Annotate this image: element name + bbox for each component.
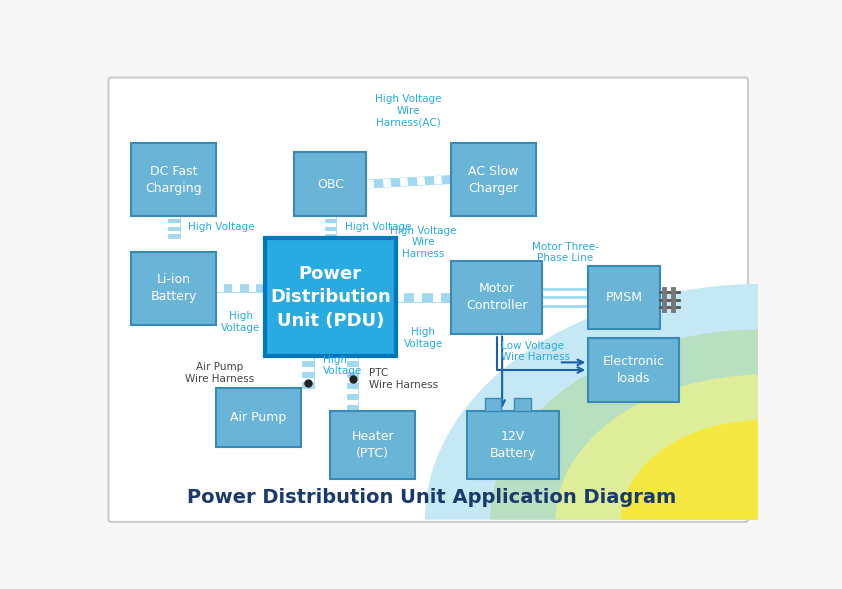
- Wedge shape: [621, 420, 765, 519]
- FancyBboxPatch shape: [514, 398, 530, 411]
- Text: PTC
Wire Harness: PTC Wire Harness: [369, 368, 438, 390]
- Text: Air Pump: Air Pump: [231, 411, 287, 424]
- Polygon shape: [302, 356, 314, 388]
- FancyBboxPatch shape: [131, 143, 216, 216]
- Text: Power
Distribution
Unit (PDU): Power Distribution Unit (PDU): [270, 265, 391, 330]
- Text: Air Pump
Wire Harness: Air Pump Wire Harness: [185, 362, 254, 383]
- FancyBboxPatch shape: [589, 266, 660, 329]
- Polygon shape: [417, 177, 425, 186]
- Text: Motor
Controller: Motor Controller: [466, 283, 528, 312]
- Polygon shape: [383, 178, 392, 187]
- Polygon shape: [168, 231, 179, 234]
- Text: DC Fast
Charging: DC Fast Charging: [146, 164, 202, 194]
- Text: High
Voltage: High Voltage: [404, 327, 443, 349]
- Polygon shape: [365, 180, 375, 188]
- FancyBboxPatch shape: [131, 252, 216, 325]
- Polygon shape: [347, 356, 359, 361]
- Polygon shape: [347, 389, 359, 394]
- Text: PMSM: PMSM: [605, 291, 642, 304]
- Text: High Voltage: High Voltage: [188, 222, 254, 232]
- Text: High
Voltage: High Voltage: [221, 311, 260, 333]
- Text: Power Distribution Unit Application Diagram: Power Distribution Unit Application Diag…: [187, 488, 676, 507]
- Polygon shape: [347, 400, 359, 405]
- Polygon shape: [324, 231, 336, 234]
- Polygon shape: [396, 293, 451, 302]
- Polygon shape: [347, 368, 359, 372]
- Text: Electronic
loads: Electronic loads: [603, 355, 664, 385]
- Polygon shape: [302, 367, 314, 372]
- Wedge shape: [556, 375, 765, 519]
- Polygon shape: [232, 284, 240, 293]
- Text: Motor Three-
Phase Line: Motor Three- Phase Line: [532, 242, 599, 263]
- FancyBboxPatch shape: [330, 411, 415, 479]
- Text: Li-ion
Battery: Li-ion Battery: [151, 273, 197, 303]
- Polygon shape: [302, 356, 314, 361]
- Polygon shape: [414, 293, 423, 302]
- Text: OBC: OBC: [317, 177, 344, 191]
- Wedge shape: [425, 284, 765, 519]
- Polygon shape: [302, 378, 314, 382]
- FancyBboxPatch shape: [265, 239, 396, 356]
- Polygon shape: [400, 178, 408, 186]
- Polygon shape: [365, 176, 451, 188]
- FancyBboxPatch shape: [467, 411, 559, 479]
- Polygon shape: [324, 216, 336, 219]
- Text: Low Voltage
Wire Harness: Low Voltage Wire Harness: [501, 340, 571, 362]
- Polygon shape: [396, 293, 404, 302]
- Polygon shape: [433, 293, 441, 302]
- Text: Heater
(PTC): Heater (PTC): [351, 430, 394, 460]
- Wedge shape: [490, 329, 765, 519]
- Polygon shape: [249, 284, 256, 293]
- Polygon shape: [324, 216, 336, 239]
- Text: High Voltage: High Voltage: [344, 222, 411, 232]
- FancyBboxPatch shape: [484, 398, 502, 411]
- FancyBboxPatch shape: [451, 261, 542, 334]
- Polygon shape: [216, 284, 223, 293]
- Polygon shape: [347, 378, 359, 383]
- Polygon shape: [347, 356, 359, 411]
- Text: AC Slow
Charger: AC Slow Charger: [468, 164, 519, 194]
- FancyBboxPatch shape: [589, 338, 679, 402]
- Polygon shape: [216, 284, 265, 293]
- Text: High Voltage
Wire
Harness: High Voltage Wire Harness: [390, 226, 456, 259]
- FancyBboxPatch shape: [109, 78, 748, 522]
- FancyBboxPatch shape: [451, 143, 536, 216]
- Polygon shape: [168, 223, 179, 227]
- Polygon shape: [168, 216, 179, 219]
- Polygon shape: [434, 176, 442, 184]
- FancyBboxPatch shape: [295, 153, 366, 216]
- Text: 12V
Battery: 12V Battery: [490, 430, 536, 460]
- Text: High
Voltage: High Voltage: [322, 355, 362, 376]
- FancyBboxPatch shape: [216, 388, 301, 447]
- Polygon shape: [324, 223, 336, 227]
- Text: High Voltage
Wire
Harness(AC): High Voltage Wire Harness(AC): [376, 94, 442, 127]
- Polygon shape: [168, 216, 179, 239]
